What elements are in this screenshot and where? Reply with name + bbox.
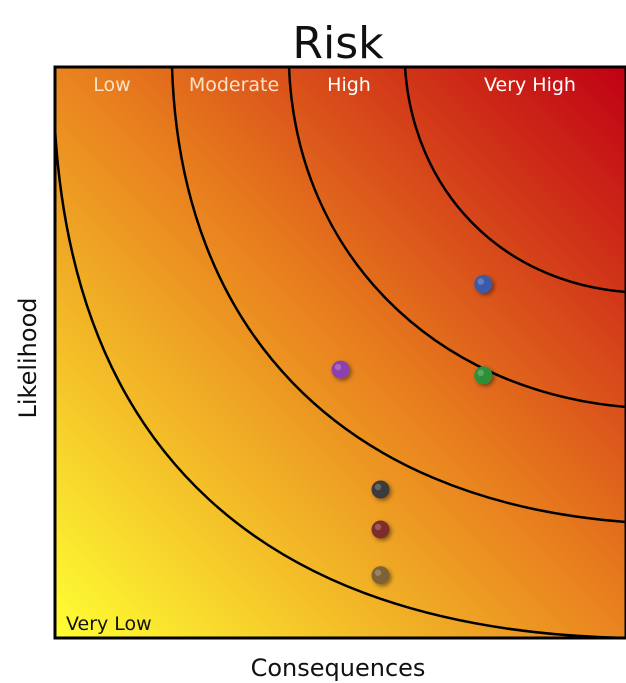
zone-label-moderate: Moderate (189, 74, 279, 96)
zone-label-low: Low (93, 74, 130, 96)
data-point-highlight-3 (477, 369, 484, 376)
zone-label-very-high: Very High (484, 74, 576, 96)
plot-frame (53, 65, 626, 640)
zone-label-high: High (327, 74, 371, 96)
zone-label-very-low: Very Low (66, 613, 152, 635)
data-point-1 (474, 275, 493, 293)
data-point-2 (331, 360, 350, 379)
risk-boundaries (53, 66, 626, 640)
y-axis-label: Likelihood (14, 298, 42, 419)
data-point-5 (371, 520, 390, 539)
data-point-highlight-1 (477, 278, 484, 285)
boundary-low-moderate (170, 66, 626, 524)
boundary-high-very-high (403, 66, 626, 294)
plot-area (55, 67, 626, 638)
points-layer (331, 275, 493, 585)
x-axis-label: Consequences (251, 654, 426, 682)
data-point-3 (474, 366, 493, 385)
zone-labels: Low Moderate High Very High Very Low (66, 74, 576, 635)
boundary-moderate-high (287, 66, 626, 409)
data-point-6 (371, 566, 390, 585)
data-point-highlight-5 (374, 523, 382, 531)
data-point-highlight-4 (374, 483, 382, 491)
boundary-very-low-low (53, 128, 626, 640)
data-point-highlight-6 (374, 569, 382, 576)
chart-title: Risk (292, 18, 384, 69)
data-point-highlight-2 (334, 363, 342, 371)
data-point-4 (371, 480, 390, 499)
